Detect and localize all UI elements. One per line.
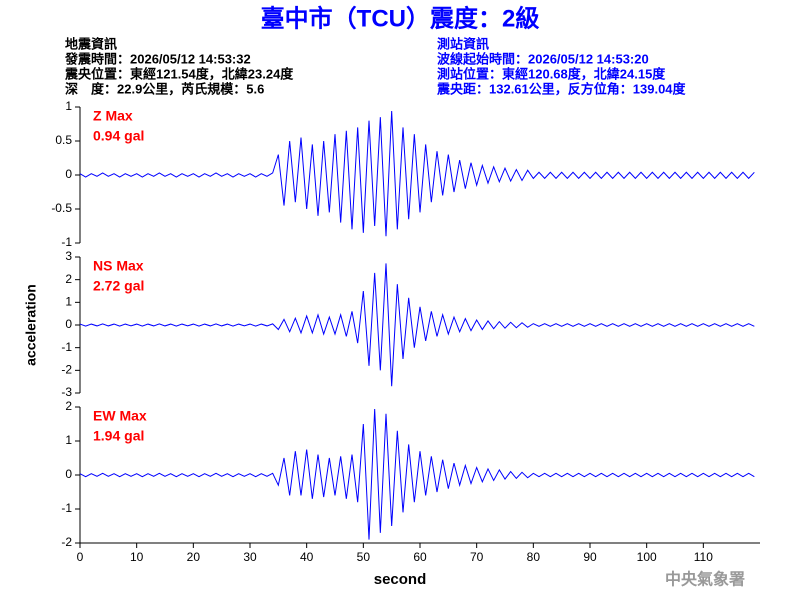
info-line: 測站位置：東經120.68度，北緯24.15度 <box>437 66 666 81</box>
x-tick-label: 40 <box>300 550 314 564</box>
y-tick-label: 1 <box>65 99 72 113</box>
y-tick-label: 0 <box>65 167 72 181</box>
x-tick-label: 20 <box>187 550 201 564</box>
x-tick-label: 0 <box>77 550 84 564</box>
info-line: 地震資訊 <box>65 36 117 51</box>
info-line: 發震時間：2026/05/12 14:53:32 <box>64 51 251 66</box>
max-label: Z Max <box>93 108 133 124</box>
waveform <box>79 111 755 237</box>
y-tick-label: 2 <box>65 272 72 286</box>
y-tick-label: -1 <box>61 235 72 249</box>
y-tick-label: 3 <box>65 249 72 263</box>
y-tick-label: -1 <box>61 340 72 354</box>
footer: 中央氣象署 <box>665 570 745 589</box>
info-line: 深 度：22.9公里，芮氏規模：5.6 <box>65 81 264 96</box>
x-tick-label: 50 <box>357 550 371 564</box>
x-tick-label: 110 <box>694 550 713 564</box>
info-line: 震央位置：東經121.54度，北緯23.24度 <box>64 66 294 81</box>
y-tick-label: 1 <box>65 295 72 309</box>
y-axis-label: acceleration <box>23 284 39 366</box>
x-tick-label: 10 <box>130 550 144 564</box>
x-axis-label: second <box>374 571 427 588</box>
waveform <box>79 263 755 387</box>
y-tick-label: 0 <box>65 317 72 331</box>
y-tick-label: 1 <box>65 433 72 447</box>
y-tick-label: -2 <box>61 535 72 549</box>
waveform <box>79 409 755 540</box>
x-tick-label: 60 <box>413 550 427 564</box>
y-tick-label: 0 <box>65 467 72 481</box>
max-value: 0.94 gal <box>93 128 144 144</box>
max-value: 1.94 gal <box>93 428 144 444</box>
y-tick-label: -0.5 <box>51 201 72 215</box>
max-label: NS Max <box>93 258 144 274</box>
y-tick-label: 0.5 <box>55 133 72 147</box>
x-tick-label: 100 <box>637 550 657 564</box>
x-tick-label: 30 <box>243 550 257 564</box>
y-tick-label: 2 <box>65 399 72 413</box>
info-line: 測站資訊 <box>437 36 489 51</box>
max-label: EW Max <box>93 408 147 424</box>
max-value: 2.72 gal <box>93 278 144 294</box>
y-tick-label: -3 <box>61 385 72 399</box>
x-tick-label: 80 <box>527 550 541 564</box>
chart-title: 臺中市（TCU）震度：2級 <box>261 4 540 32</box>
info-line: 波線起始時間：2026/05/12 14:53:20 <box>437 51 649 66</box>
y-tick-label: -1 <box>61 501 72 515</box>
x-tick-label: 90 <box>583 550 597 564</box>
info-line: 震央距：132.61公里，反方位角：139.04度 <box>436 81 687 96</box>
y-tick-label: -2 <box>61 363 72 377</box>
x-tick-label: 70 <box>470 550 484 564</box>
